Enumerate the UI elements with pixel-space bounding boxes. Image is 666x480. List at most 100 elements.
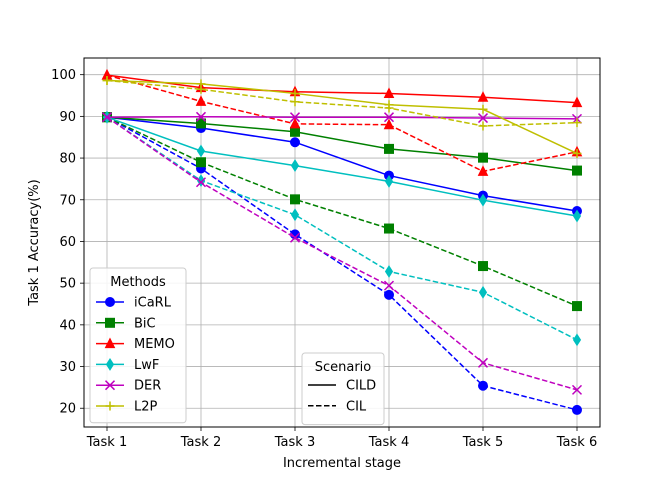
legend-label: DER (134, 379, 161, 394)
legend-title: Methods (110, 275, 166, 290)
data-point (384, 143, 394, 154)
series-memo-cild (101, 68, 583, 108)
x-tick-label: Task 3 (274, 435, 315, 450)
data-point (196, 144, 206, 158)
y-tick-label: 90 (59, 110, 76, 125)
data-point (290, 97, 300, 107)
data-point (477, 113, 489, 124)
series-line (106, 116, 578, 217)
data-point (196, 118, 206, 129)
series-der-cil (101, 112, 583, 395)
legend-label: MEMO (134, 337, 175, 352)
series-line (106, 79, 578, 155)
series-l2p-cil (102, 76, 582, 131)
axis-ticks: Task 1 Task 2 Task 3 Task 4 Task 5 Task 6 20 30… (51, 68, 597, 450)
plot-frame (83, 57, 601, 428)
data-point (572, 333, 582, 347)
series-line (106, 116, 578, 120)
legend-label: CILD (346, 379, 376, 394)
series-line (106, 116, 578, 391)
data-point (384, 223, 394, 234)
data-point (290, 88, 300, 98)
legend-marker (105, 357, 115, 371)
y-tick-label: 100 (51, 68, 76, 83)
series-line (106, 74, 578, 104)
data-point (383, 112, 395, 123)
x-tick-label: Task 6 (556, 435, 597, 450)
x-tick-label: Task 4 (368, 435, 409, 450)
series-line (106, 74, 578, 173)
data-point (571, 384, 583, 395)
x-tick-label: Task 2 (180, 435, 221, 450)
x-tick-label: Task 1 (86, 435, 127, 450)
y-tick-label: 60 (59, 235, 76, 250)
data-point (195, 95, 207, 106)
legend-entry: BiC (96, 316, 156, 331)
legend-entry: CIL (308, 399, 367, 414)
series-line (106, 116, 578, 172)
data-point (572, 404, 582, 415)
data-point (478, 380, 488, 391)
y-tick-label: 70 (59, 193, 76, 208)
data-point (196, 84, 206, 94)
data-point (384, 103, 394, 113)
y-tick-label: 30 (59, 360, 76, 375)
data-point (102, 76, 112, 86)
series-layer (101, 68, 583, 415)
data-point (290, 194, 300, 205)
y-tick-label: 50 (59, 277, 76, 292)
series-line (106, 79, 578, 127)
legend-label: CIL (346, 399, 367, 414)
data-point (101, 112, 113, 123)
data-point (572, 301, 582, 312)
data-point (478, 104, 488, 114)
data-point (289, 232, 301, 243)
legend-entry: iCaRL (96, 296, 172, 311)
legend-box (89, 267, 187, 424)
data-point (384, 265, 394, 278)
data-point (290, 159, 300, 173)
data-point (478, 193, 488, 207)
data-point (383, 118, 395, 130)
data-point (290, 126, 300, 137)
y-tick-label: 80 (59, 152, 76, 167)
legend-entry: CILD (308, 379, 376, 394)
legend-marker (104, 380, 116, 391)
legend-entry: DER (96, 379, 161, 394)
legend-label: iCaRL (134, 296, 172, 311)
legend-marker (105, 297, 115, 307)
legend-scenario: Scenario CILD CIL (301, 352, 385, 426)
data-point (477, 165, 489, 176)
legend-label: LwF (134, 358, 159, 373)
legend-title: Scenario (315, 360, 372, 375)
x-axis-label: Incremental stage (283, 456, 401, 471)
data-point (195, 177, 207, 188)
data-point (290, 208, 300, 222)
data-point (478, 285, 488, 299)
legend-label: L2P (134, 400, 158, 415)
legend-entry: L2P (96, 400, 158, 415)
series-line (106, 116, 578, 411)
data-point (478, 121, 488, 131)
data-point (477, 91, 489, 102)
data-point (478, 152, 488, 163)
x-tick-label: Task 5 (462, 435, 503, 450)
data-point (383, 87, 395, 98)
legend-marker (105, 317, 115, 328)
data-point (572, 165, 582, 176)
series-icarl-cil (102, 112, 582, 415)
legend-entry: LwF (96, 358, 159, 373)
data-point (289, 112, 301, 123)
series-line (106, 116, 578, 212)
legend-box (301, 352, 385, 426)
y-tick-label: 20 (59, 402, 76, 417)
y-tick-label: 40 (59, 318, 76, 333)
series-der-cild (101, 111, 583, 124)
legend-marker (105, 401, 115, 411)
data-point (384, 289, 394, 300)
data-point (196, 157, 206, 168)
data-point (195, 111, 207, 122)
data-point (477, 357, 489, 368)
legend-marker (104, 337, 116, 349)
